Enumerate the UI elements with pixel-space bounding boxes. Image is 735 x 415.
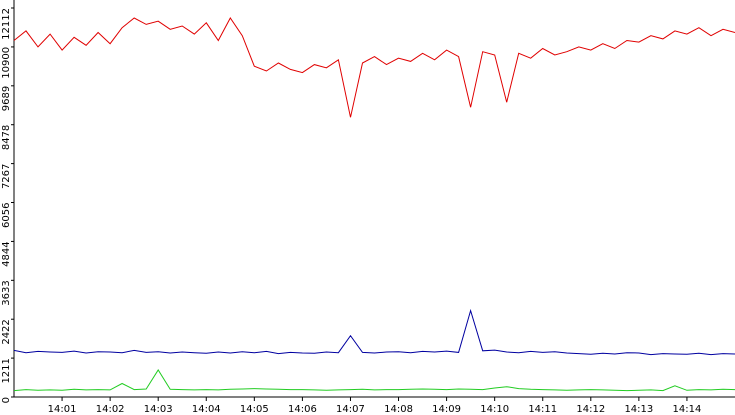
- x-tick-label: 14:05: [240, 404, 269, 415]
- x-tick-label: 14:14: [673, 404, 702, 415]
- x-tick-label: 14:08: [384, 404, 413, 415]
- x-tick-label: 14:04: [192, 404, 221, 415]
- x-tick-label: 14:06: [288, 404, 317, 415]
- y-tick-label: 2422: [1, 319, 12, 344]
- x-tick-label: 14:03: [144, 404, 173, 415]
- x-tick-label: 14:07: [336, 404, 365, 415]
- y-tick-label: 1211: [1, 358, 12, 383]
- x-tick-label: 14:12: [576, 404, 605, 415]
- series-line: [13, 369, 735, 392]
- y-tick-label: 10900: [1, 47, 12, 79]
- series-line: [13, 17, 735, 118]
- x-tick-label: 14:11: [528, 404, 557, 415]
- x-tick-label: 14:01: [48, 404, 77, 415]
- y-tick-label: 9689: [1, 86, 12, 111]
- x-tick-label: 14:09: [432, 404, 461, 415]
- y-tick-label: 8478: [1, 125, 12, 150]
- x-tick-label: 14:10: [480, 404, 509, 415]
- y-tick-label: 4844: [1, 241, 12, 266]
- y-tick-label: 12112: [1, 8, 12, 40]
- y-tick-label: 0: [1, 397, 12, 403]
- y-tick-label: 3633: [1, 280, 12, 305]
- x-tick-label: 14:13: [624, 404, 653, 415]
- y-tick-label: 6056: [1, 203, 12, 228]
- x-tick-label: 14:02: [96, 404, 125, 415]
- y-tick-label: 7267: [1, 164, 12, 189]
- series-line: [13, 308, 735, 356]
